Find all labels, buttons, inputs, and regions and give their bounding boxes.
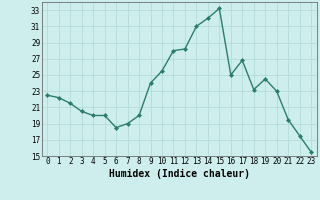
- X-axis label: Humidex (Indice chaleur): Humidex (Indice chaleur): [109, 169, 250, 179]
